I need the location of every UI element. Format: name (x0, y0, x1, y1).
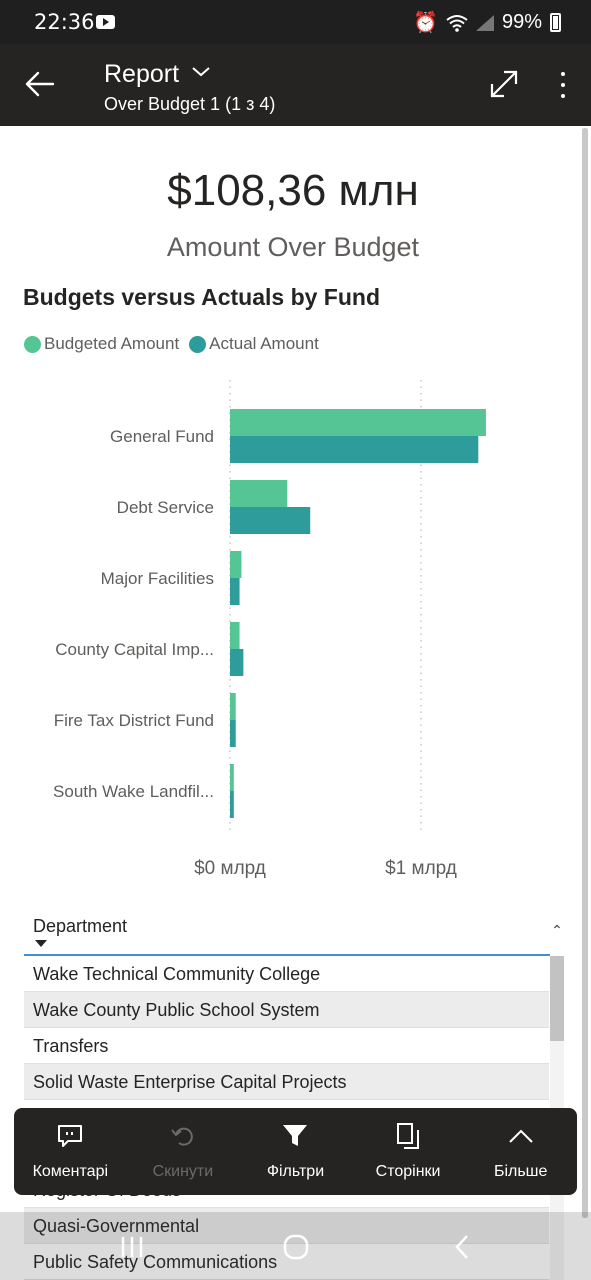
legend-label-actual: Actual Amount (209, 334, 319, 353)
bar-actual[interactable] (230, 720, 236, 747)
category-label: Major Facilities (101, 569, 214, 588)
battery-icon (550, 13, 561, 32)
bar-actual[interactable] (230, 507, 311, 534)
bar-budgeted[interactable] (230, 551, 242, 578)
back-button[interactable] (20, 64, 60, 104)
legend-label-budgeted: Budgeted Amount (44, 334, 180, 353)
x-tick-label: $0 млрд (194, 858, 266, 879)
home-icon (283, 1234, 309, 1260)
undo-icon (171, 1127, 193, 1146)
category-label: Debt Service (117, 498, 214, 517)
legend-swatch-budgeted (24, 335, 41, 353)
more-button[interactable]: Більше (464, 1108, 577, 1195)
filter-icon (283, 1125, 308, 1146)
kpi-label: Amount Over Budget (166, 232, 420, 262)
bar-budgeted[interactable] (230, 409, 486, 436)
category-label: County Capital Imp... (55, 640, 214, 659)
status-icons: ⏰ 99% (413, 10, 561, 35)
slicer-item[interactable]: Solid Waste Enterprise Capital Projects (24, 1064, 549, 1100)
kpi-value[interactable]: $108,36 млн (167, 166, 419, 215)
comments-label: Коментарі (32, 1163, 109, 1180)
app-header: Report Over Budget 1 (1 з 4) (0, 44, 591, 126)
more-label: Більше (493, 1163, 548, 1180)
nav-back-button[interactable] (442, 1232, 482, 1262)
chevron-down-icon[interactable] (190, 60, 212, 82)
category-label: South Wake Landfil... (53, 782, 214, 801)
slicer-scroll-thumb[interactable] (550, 956, 564, 1041)
filters-button[interactable]: Фільтри (239, 1108, 352, 1195)
x-tick-label: $1 млрд (385, 858, 457, 879)
battery-percent: 99% (501, 11, 542, 33)
expand-icon[interactable] (486, 66, 522, 102)
status-time: 22:36 (34, 10, 95, 34)
page-scroll-thumb[interactable] (582, 128, 588, 1218)
slicer-item[interactable]: Quasi-Governmental (24, 1208, 549, 1244)
recent-apps-icon (121, 1237, 143, 1257)
signal-icon (475, 14, 494, 31)
page-scrollbar[interactable] (582, 128, 588, 1218)
bar-budgeted[interactable] (230, 693, 236, 720)
slicer-label: Department (33, 916, 128, 936)
legend-item-budgeted[interactable]: Budgeted Amount (24, 334, 179, 354)
chart-title: Budgets versus Actuals by Fund (23, 284, 380, 310)
legend-item-actual[interactable]: Actual Amount (189, 334, 319, 354)
bar-actual[interactable] (230, 649, 244, 676)
bar-actual[interactable] (230, 791, 234, 818)
slicer-item[interactable]: Wake Technical Community College (24, 956, 549, 992)
caret-down-icon[interactable] (35, 940, 47, 947)
pages-label: Сторінки (375, 1163, 441, 1180)
system-navigation-bar (0, 1212, 591, 1280)
home-button[interactable] (276, 1232, 316, 1262)
youtube-notification-icon (96, 15, 115, 29)
pages-icon (397, 1123, 420, 1149)
more-dot-icon (561, 72, 565, 76)
slicer-header[interactable]: Department (24, 908, 550, 956)
pages-button[interactable]: Сторінки (352, 1108, 465, 1195)
recent-apps-button[interactable] (112, 1232, 152, 1262)
category-label: General Fund (110, 427, 214, 446)
chevron-up-icon[interactable]: ⌃ (551, 922, 563, 938)
page-indicator: Over Budget 1 (1 з 4) (104, 94, 276, 114)
bar-budgeted[interactable] (230, 764, 234, 791)
bar-budgeted[interactable] (230, 622, 240, 649)
comment-icon (58, 1125, 83, 1147)
bar-actual[interactable] (230, 436, 479, 463)
arrow-left-icon (25, 71, 55, 97)
slicer-item[interactable]: Transfers (24, 1028, 549, 1064)
chevron-up-icon (508, 1129, 533, 1143)
bar-actual[interactable] (230, 578, 240, 605)
chevron-left-icon (455, 1235, 468, 1259)
report-title[interactable]: Report (104, 60, 180, 88)
undo-button[interactable]: Скинути (127, 1108, 240, 1195)
bottom-action-bar: Коментарі Скинути Фільтри Сторінки (14, 1108, 577, 1195)
more-dot-icon (561, 83, 565, 87)
chart-legend: Budgeted Amount Actual Amount (24, 334, 319, 354)
legend-swatch-actual (189, 335, 207, 353)
status-bar: 22:36 ⏰ 99% (0, 0, 591, 44)
category-label: Fire Tax District Fund (54, 711, 214, 730)
bar-budgeted[interactable] (230, 480, 288, 507)
slicer-item[interactable]: Wake County Public School System (24, 992, 549, 1028)
filters-label: Фільтри (266, 1163, 325, 1180)
bar-chart[interactable]: $0 млрд $1 млрд General Fund Debt Service Ma… (0, 370, 560, 890)
more-options-button[interactable] (552, 68, 574, 102)
alarm-icon: ⏰ (413, 12, 438, 34)
comments-button[interactable]: Коментарі (14, 1108, 127, 1195)
undo-label: Скинути (152, 1163, 214, 1180)
wifi-icon (446, 14, 468, 32)
more-dot-icon (561, 94, 565, 98)
